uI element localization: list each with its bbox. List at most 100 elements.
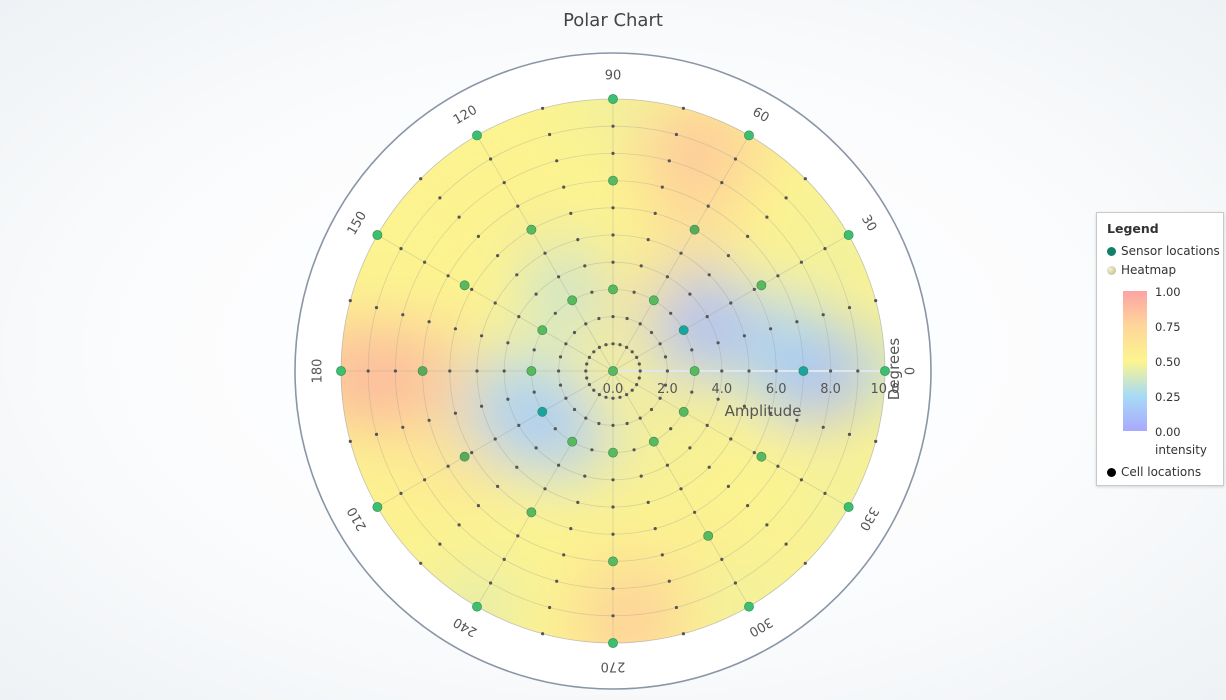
legend-item-sensor-locations[interactable]: Sensor locations (1107, 244, 1220, 258)
legend-item-heatmap[interactable]: Heatmap (1107, 263, 1176, 277)
cell-location-dot (784, 542, 788, 546)
cell-location-dot (649, 330, 654, 335)
cell-location-dot (611, 587, 615, 591)
cell-location-dot (667, 159, 671, 163)
cell-location-dot (693, 510, 697, 514)
sensor-marker (843, 230, 854, 240)
sensor-marker (678, 325, 689, 336)
cell-location-dot (639, 264, 643, 268)
legend-heatmap-marker (1107, 266, 1116, 275)
sensor-marker (703, 531, 714, 541)
cell-location-dot (604, 395, 608, 399)
cell-location-dot (534, 292, 538, 296)
cell-location-dot (733, 581, 738, 585)
sensor-marker (880, 366, 890, 376)
sensor-marker (744, 601, 754, 612)
heatmap-blob (592, 260, 672, 341)
cell-location-dot (489, 157, 493, 161)
heatmap-blob (463, 354, 568, 459)
colorbar-tick: 0.75 (1155, 320, 1181, 334)
radial-axis-title: Amplitude (725, 402, 802, 420)
cell-location-dot (674, 132, 679, 137)
cell-location-dot (576, 500, 580, 504)
cell-location-dot (803, 177, 807, 181)
cell-location-dot (611, 124, 615, 128)
cell-location-dot (543, 251, 547, 255)
cell-location-dot (515, 273, 519, 277)
cell-location-dot (660, 553, 664, 557)
cell-location-dot (821, 313, 825, 317)
cell-location-dot (769, 327, 773, 331)
sensor-marker (567, 436, 578, 447)
cell-location-dot (667, 579, 671, 583)
cell-location-dot (729, 301, 733, 305)
angular-tick-label: 0 (901, 367, 916, 375)
cell-location-dot (637, 376, 641, 380)
cell-location-dot (480, 404, 484, 408)
cell-location-dot (401, 425, 405, 429)
cell-location-dot (611, 505, 615, 509)
cell-location-dot (674, 605, 679, 610)
cell-location-dot (663, 383, 668, 387)
cell-location-dot (649, 407, 654, 412)
cell-location-dot (584, 322, 588, 326)
cell-location-dot (470, 451, 474, 455)
angular-tick-label: 90 (605, 68, 622, 83)
cell-location-dot (597, 316, 601, 321)
cell-location-dot (729, 437, 733, 441)
cell-location-dot (558, 383, 563, 387)
cell-location-dot (583, 474, 587, 478)
cell-location-dot (399, 247, 403, 251)
cell-location-dot (515, 465, 519, 469)
sensor-marker (472, 130, 482, 141)
cell-location-dot (496, 484, 500, 488)
cell-location-dot (803, 561, 807, 565)
heatmap-blob (573, 99, 653, 139)
cell-location-dot (597, 345, 602, 349)
cell-location-dot (572, 330, 577, 335)
sensor-marker (678, 406, 689, 417)
cell-location-dot (795, 418, 799, 422)
cell-location-dot (611, 396, 615, 400)
cell-location-dot (496, 254, 500, 258)
sensor-marker (744, 130, 754, 141)
cell-location-dot (776, 464, 780, 468)
cell-location-dot (427, 418, 431, 422)
cell-location-dot (611, 151, 615, 155)
cell-location-dot (553, 427, 557, 431)
cell-location-dot (393, 369, 397, 373)
cell-location-dot (658, 396, 662, 400)
cell-location-dot (457, 215, 461, 219)
heatmap-blob (730, 295, 835, 400)
cell-location-dot (669, 311, 673, 315)
sensor-marker (567, 295, 578, 306)
heatmap-colorbar (1123, 291, 1147, 431)
angular-tick-label: 270 (601, 659, 626, 674)
cell-location-dot (516, 534, 520, 538)
legend-item-cell-locations[interactable]: Cell locations (1107, 465, 1201, 479)
cell-location-dot (576, 238, 580, 242)
cell-location-dot (557, 463, 561, 467)
sensor-marker (608, 366, 618, 376)
cell-location-dot (516, 204, 520, 208)
cell-location-dot (663, 355, 668, 359)
cell-location-dot (638, 416, 642, 420)
sensor-marker (417, 366, 428, 376)
sensor-marker (756, 280, 767, 291)
cell-location-dot (874, 439, 878, 443)
cell-location-dot (658, 342, 662, 346)
cell-location-dot (611, 233, 615, 237)
cell-location-dot (592, 388, 596, 392)
sensor-marker (372, 230, 383, 240)
sensor-marker (526, 507, 537, 518)
cell-location-dot (665, 369, 670, 373)
cell-location-dot (611, 423, 615, 427)
cell-location-dot (555, 579, 559, 583)
cell-location-dot (665, 463, 670, 467)
cell-location-dot (553, 311, 557, 315)
cell-location-dot (532, 348, 536, 352)
sensor-marker (756, 451, 767, 462)
cell-location-dot (592, 350, 596, 354)
cell-location-dot (564, 342, 568, 346)
